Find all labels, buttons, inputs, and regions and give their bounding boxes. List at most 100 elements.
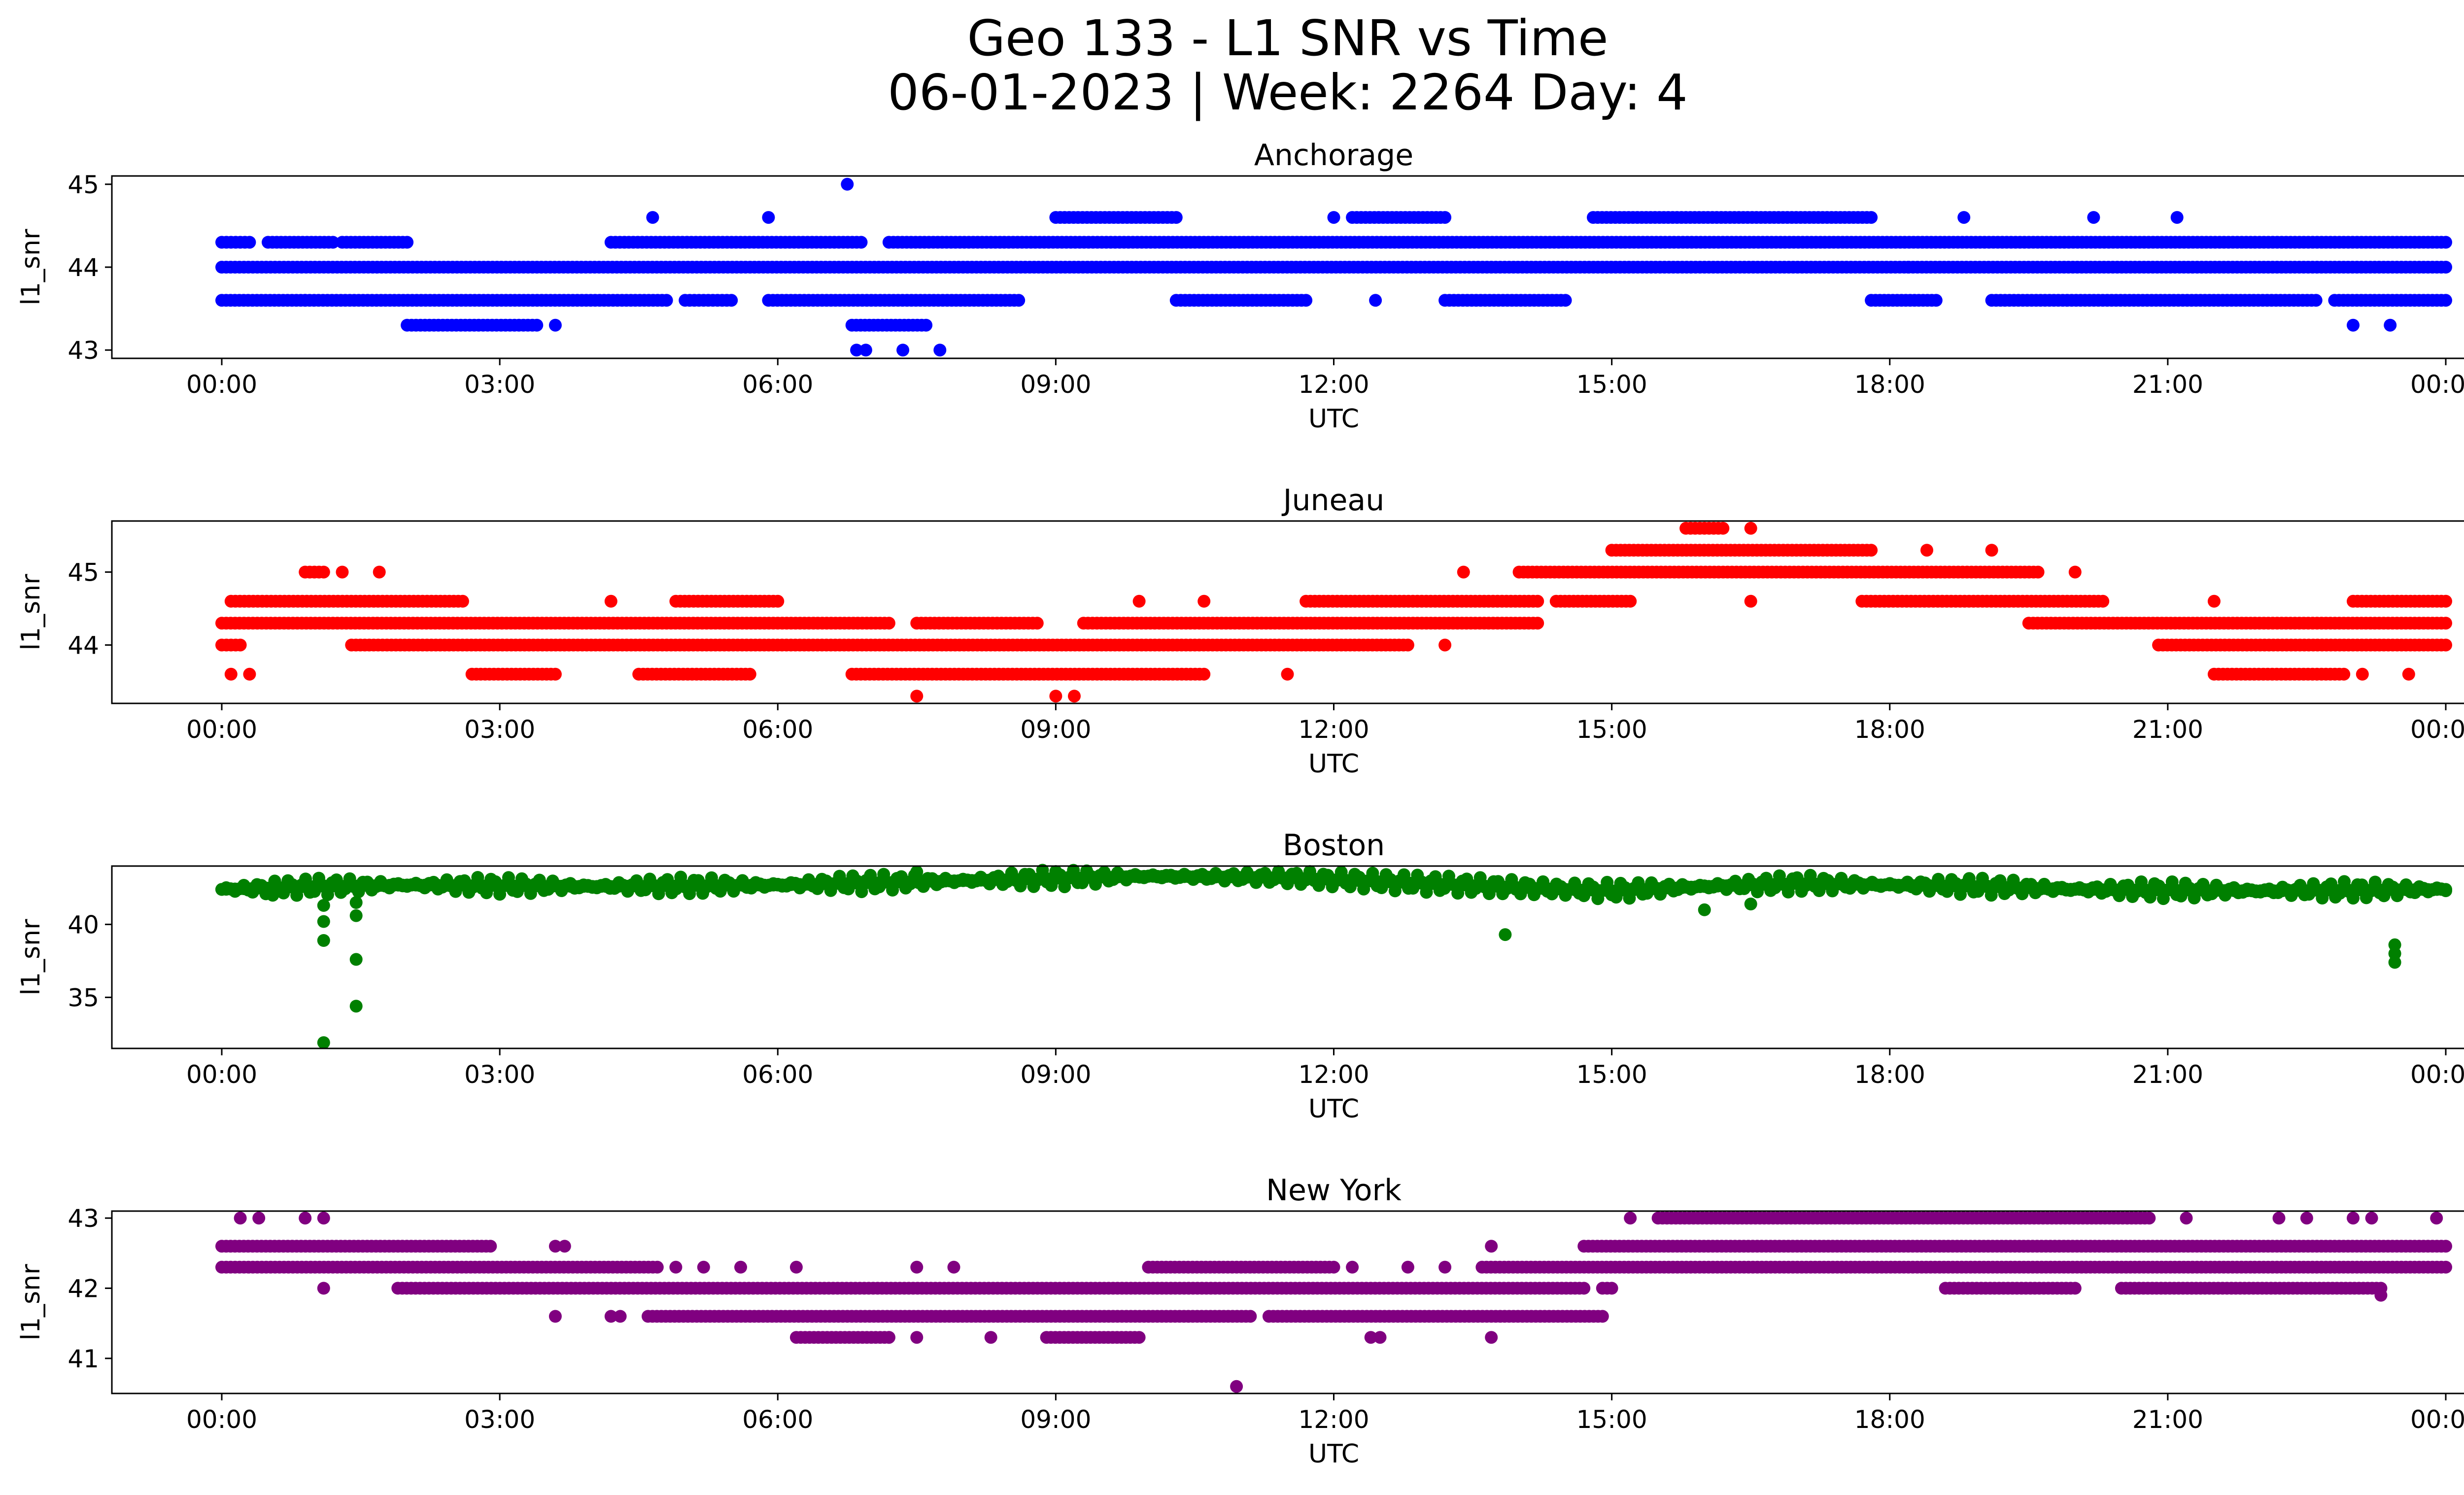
data-point <box>234 638 247 652</box>
data-point <box>1920 544 1933 557</box>
series-points <box>215 1212 2452 1393</box>
figure-title: Geo 133 - L1 SNR vs Time <box>967 9 1608 67</box>
x-axis: 00:00 03:00 06:00 09:00 12:00 15:00 18:00 21:00… <box>186 703 2464 779</box>
data-point <box>1744 594 1757 608</box>
y-axis-label: l1_snr <box>16 229 46 306</box>
data-point <box>548 667 562 681</box>
data-point <box>910 690 924 703</box>
data-point <box>317 899 330 912</box>
y-tick-label: 44 <box>68 631 99 660</box>
x-tick-label: 21:00 <box>2132 1060 2203 1089</box>
data-point <box>1499 928 1512 941</box>
x-axis: 00:00 03:00 06:00 09:00 12:00 15:00 18:00 21:00… <box>186 1048 2464 1124</box>
data-point <box>484 1240 497 1253</box>
data-point <box>725 294 738 307</box>
data-point <box>1865 544 1878 557</box>
y-tick-label: 44 <box>68 253 99 282</box>
data-point <box>660 294 673 307</box>
data-point <box>771 594 785 608</box>
data-point <box>224 667 238 681</box>
data-point <box>2388 938 2401 951</box>
data-point <box>1327 211 1340 224</box>
data-point <box>317 565 330 579</box>
data-point <box>1744 898 1757 910</box>
x-tick-label: 00:00 <box>186 715 257 744</box>
data-point <box>1985 544 1998 557</box>
x-tick-label: 12:00 <box>1298 715 1369 744</box>
data-point <box>604 594 617 608</box>
x-tick-label: 03:00 <box>464 370 535 399</box>
data-point <box>1012 294 1026 307</box>
data-point <box>1198 667 1211 681</box>
data-point <box>349 953 363 966</box>
data-point <box>2439 638 2452 652</box>
data-point <box>910 865 924 878</box>
data-point <box>1457 565 1470 579</box>
y-axis-label: l1_snr <box>16 919 46 996</box>
x-tick-label: 15:00 <box>1576 370 1647 399</box>
data-point <box>2439 261 2452 274</box>
series-points <box>215 177 2452 357</box>
y-tick-label: 45 <box>68 558 99 587</box>
data-point <box>2170 211 2184 224</box>
figure-subtitle: 06-01-2023 | Week: 2264 Day: 4 <box>888 64 1688 121</box>
data-point <box>2384 318 2397 332</box>
x-tick-label: 06:00 <box>742 370 813 399</box>
data-point <box>2087 211 2100 224</box>
x-tick-label: 03:00 <box>464 715 535 744</box>
data-point <box>1957 211 1971 224</box>
x-axis-label: UTC <box>1308 404 1359 434</box>
data-point <box>1559 294 1572 307</box>
x-tick-label: 18:00 <box>1854 715 1925 744</box>
data-point <box>1531 594 1544 608</box>
data-point <box>850 344 863 357</box>
data-point <box>2439 1240 2452 1253</box>
data-point <box>266 889 279 902</box>
data-point <box>1300 294 1313 307</box>
data-point <box>401 236 414 249</box>
x-tick-label: 06:00 <box>742 1060 813 1089</box>
data-point <box>317 1036 330 1049</box>
panel-title: Boston <box>1283 828 1385 863</box>
x-tick-label: 00:00 <box>2410 1060 2464 1089</box>
data-point <box>1605 1282 1618 1295</box>
x-axis-label: UTC <box>1308 1094 1359 1124</box>
x-tick-label: 15:00 <box>1576 715 1647 744</box>
data-point <box>2439 594 2452 608</box>
data-point <box>2356 667 2369 681</box>
x-tick-label: 00:00 <box>2410 370 2464 399</box>
series-points <box>215 522 2452 703</box>
x-tick-label: 18:00 <box>1854 1060 1925 1089</box>
series-points <box>215 864 2452 1049</box>
data-point <box>548 318 562 332</box>
x-tick-label: 00:00 <box>2410 715 2464 744</box>
data-point <box>859 344 872 357</box>
data-point <box>2402 667 2415 681</box>
data-point <box>1401 638 1414 652</box>
data-point <box>1290 867 1303 880</box>
data-point <box>2439 236 2452 249</box>
data-point <box>1716 522 1730 535</box>
x-tick-label: 00:00 <box>186 1060 257 1089</box>
data-point <box>317 915 330 928</box>
data-point <box>1068 690 1081 703</box>
data-point <box>1169 211 1183 224</box>
data-point <box>1281 667 1294 681</box>
data-point <box>650 1260 664 1274</box>
x-tick-label: 09:00 <box>1020 715 1091 744</box>
data-point <box>933 344 947 357</box>
data-point <box>743 667 756 681</box>
data-point <box>1030 617 1044 630</box>
data-point <box>1744 522 1757 535</box>
x-tick-label: 06:00 <box>742 715 813 744</box>
data-point <box>1132 594 1146 608</box>
data-point <box>762 211 775 224</box>
data-point <box>2068 565 2082 579</box>
data-point <box>317 934 330 947</box>
